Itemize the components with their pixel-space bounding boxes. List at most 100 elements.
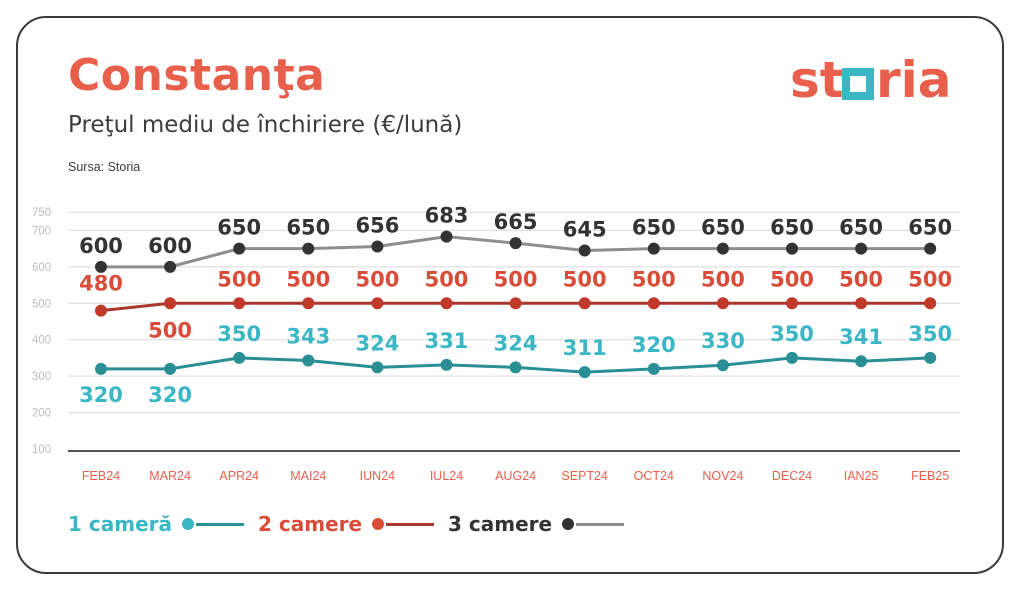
legend-dot [182, 518, 194, 530]
data-label: 656 [355, 213, 399, 237]
y-tick-label: 300 [32, 371, 51, 383]
data-label: 320 [148, 383, 192, 407]
y-tick-label: 600 [32, 262, 51, 274]
x-tick-label: FEB25 [911, 469, 949, 483]
data-label: 500 [494, 267, 538, 291]
data-point [924, 351, 937, 364]
data-label: 500 [770, 267, 814, 291]
data-point [786, 351, 798, 364]
data-label: 500 [839, 267, 883, 291]
data-label: 500 [148, 318, 192, 342]
legend-dot [562, 518, 575, 530]
chart-card [16, 16, 1004, 574]
data-label: 350 [217, 322, 261, 346]
data-point [371, 240, 384, 253]
x-tick-label: DEC24 [772, 469, 812, 483]
legend-line [576, 522, 625, 526]
data-point [302, 242, 315, 255]
x-tick-label: FEB24 [82, 469, 120, 483]
data-point [716, 242, 729, 255]
data-point [233, 351, 246, 364]
y-tick-label: 750 [32, 207, 51, 219]
data-label: 650 [632, 216, 676, 240]
data-label: 500 [355, 267, 399, 291]
data-point [440, 358, 453, 371]
data-point [233, 297, 246, 310]
legend-line [386, 522, 435, 526]
data-label: 311 [563, 336, 607, 360]
data-label: 500 [286, 267, 330, 291]
data-label: 500 [908, 267, 952, 291]
legend-label: 1 cameră [68, 512, 172, 536]
data-point [786, 242, 798, 255]
x-tick-label: IUN24 [360, 469, 395, 483]
y-tick-label: 400 [32, 335, 51, 347]
data-label: 500 [217, 267, 261, 291]
data-label: 320 [632, 333, 676, 357]
legend-item-1-camera: 1 cameră [68, 512, 244, 536]
data-label: 320 [79, 383, 123, 407]
data-label: 500 [632, 267, 676, 291]
data-point [302, 297, 315, 310]
data-label: 350 [908, 322, 952, 346]
data-label: 324 [355, 331, 399, 355]
x-tick-label: NOV24 [702, 469, 743, 483]
x-tick-label: SEPT24 [561, 469, 608, 483]
legend-label: 3 camere [448, 512, 553, 536]
legend-item-3-camere: 3 camere [448, 512, 625, 536]
data-point [440, 230, 453, 243]
data-label: 343 [286, 324, 330, 348]
data-point [509, 297, 522, 310]
data-point [164, 260, 177, 273]
storia-logo: st ria [790, 50, 960, 110]
data-label: 600 [148, 234, 192, 258]
data-point [440, 297, 453, 310]
page-title: Constanţa [68, 50, 326, 101]
legend-line [196, 522, 244, 526]
data-point [302, 354, 315, 367]
x-tick-label: MAI24 [290, 469, 326, 483]
data-point [716, 297, 729, 310]
data-point [164, 362, 177, 375]
data-label: 350 [770, 322, 814, 346]
data-point [647, 297, 660, 310]
x-tick-label: APR24 [219, 469, 259, 483]
data-point [371, 361, 384, 374]
x-tick-label: IAN25 [844, 469, 879, 483]
y-tick-label: 200 [32, 408, 51, 420]
logo-text-left: st [790, 51, 844, 109]
chart-subtitle: Preţul mediu de închiriere (€/lună) [68, 112, 463, 138]
data-point [647, 362, 660, 375]
data-label: 650 [908, 216, 952, 240]
y-tick-label: 700 [32, 225, 51, 237]
y-tick-label: 500 [32, 298, 51, 310]
data-point [716, 359, 729, 372]
data-label: 645 [563, 217, 607, 241]
x-tick-label: AUG24 [495, 469, 536, 483]
data-point [164, 297, 177, 310]
data-label: 650 [217, 216, 261, 240]
legend-item-2-camere: 2 camere [258, 512, 435, 536]
data-label: 683 [425, 204, 469, 228]
data-label: 341 [839, 325, 883, 349]
data-label: 330 [701, 329, 745, 353]
legend-dot [372, 518, 385, 530]
data-label: 650 [701, 216, 745, 240]
data-point [95, 260, 107, 273]
data-label: 600 [79, 234, 123, 258]
x-tick-label: IUL24 [430, 469, 463, 483]
data-point [855, 297, 868, 310]
data-point [371, 297, 384, 310]
data-point [855, 242, 868, 255]
data-point [924, 297, 937, 310]
data-point [647, 242, 660, 255]
data-point [578, 297, 591, 310]
square-o-icon [842, 68, 874, 100]
data-label: 650 [839, 216, 883, 240]
data-label: 480 [79, 272, 123, 296]
data-point [95, 362, 107, 375]
y-tick-label: 100 [32, 444, 51, 456]
data-point [924, 242, 937, 255]
data-label: 324 [494, 331, 538, 355]
